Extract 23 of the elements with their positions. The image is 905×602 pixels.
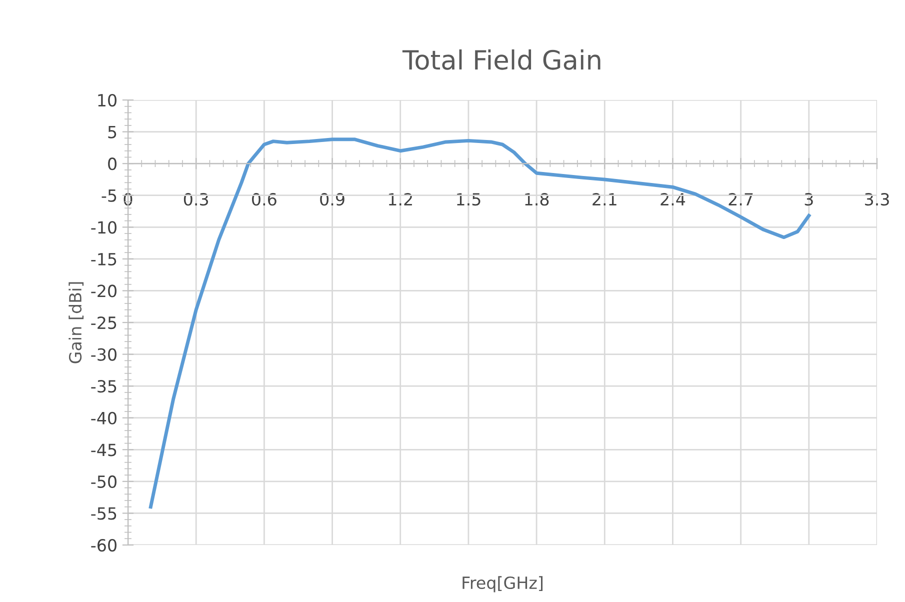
y-tick-label: 5 bbox=[108, 126, 116, 138]
y-tick-label: -15 bbox=[91, 253, 116, 266]
line-series bbox=[148, 138, 811, 509]
x-tick-label: 2.7 bbox=[728, 193, 753, 206]
x-tick-label: 3.3 bbox=[865, 193, 889, 206]
x-axis-title: Freq[GHz] bbox=[462, 576, 543, 592]
y-tick-label: -5 bbox=[102, 190, 116, 202]
chart-title: Total Field Gain bbox=[402, 49, 600, 70]
y-axis-title: Gain [dBi] bbox=[68, 282, 84, 364]
y-tick-label: -10 bbox=[91, 221, 116, 234]
y-tick-label: -20 bbox=[91, 284, 116, 298]
y-tick-label: -50 bbox=[91, 475, 116, 488]
y-tick-label: 0 bbox=[108, 158, 116, 170]
y-tick-label: -30 bbox=[91, 348, 116, 361]
x-tick-label: 1.5 bbox=[457, 193, 480, 206]
y-tick-label: 10 bbox=[98, 94, 116, 107]
y-tick-label: -25 bbox=[91, 316, 116, 330]
y-tick-label: -45 bbox=[91, 444, 116, 456]
y-tick-label: -40 bbox=[91, 412, 116, 424]
y-tick-label: -55 bbox=[91, 507, 116, 520]
y-tick-label: -35 bbox=[91, 380, 116, 393]
y-tick-label: -60 bbox=[91, 538, 116, 552]
x-tick-label: 3 bbox=[804, 193, 813, 206]
